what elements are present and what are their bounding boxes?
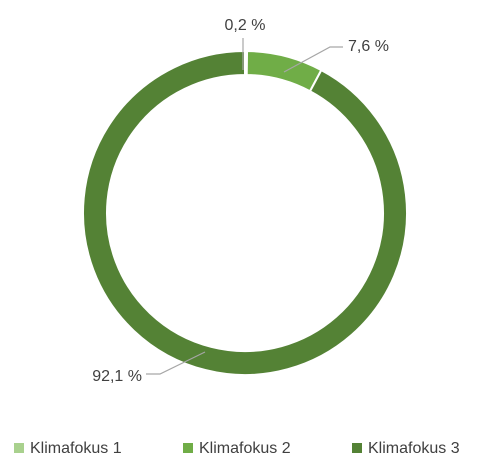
legend-swatch [183,443,193,453]
data-label: 0,2 % [225,17,266,34]
legend-swatch [352,443,362,453]
legend-label: Klimafokus 2 [199,440,291,457]
donut-segment [245,50,323,93]
legend-swatch [14,443,24,453]
data-label: 7,6 % [348,38,389,55]
donut-segment [82,49,408,376]
data-label: 92,1 % [92,368,142,385]
legend-label: Klimafokus 3 [368,440,460,457]
legend-label: Klimafokus 1 [30,440,122,457]
leader-line [146,351,206,375]
leader-line [283,46,343,73]
